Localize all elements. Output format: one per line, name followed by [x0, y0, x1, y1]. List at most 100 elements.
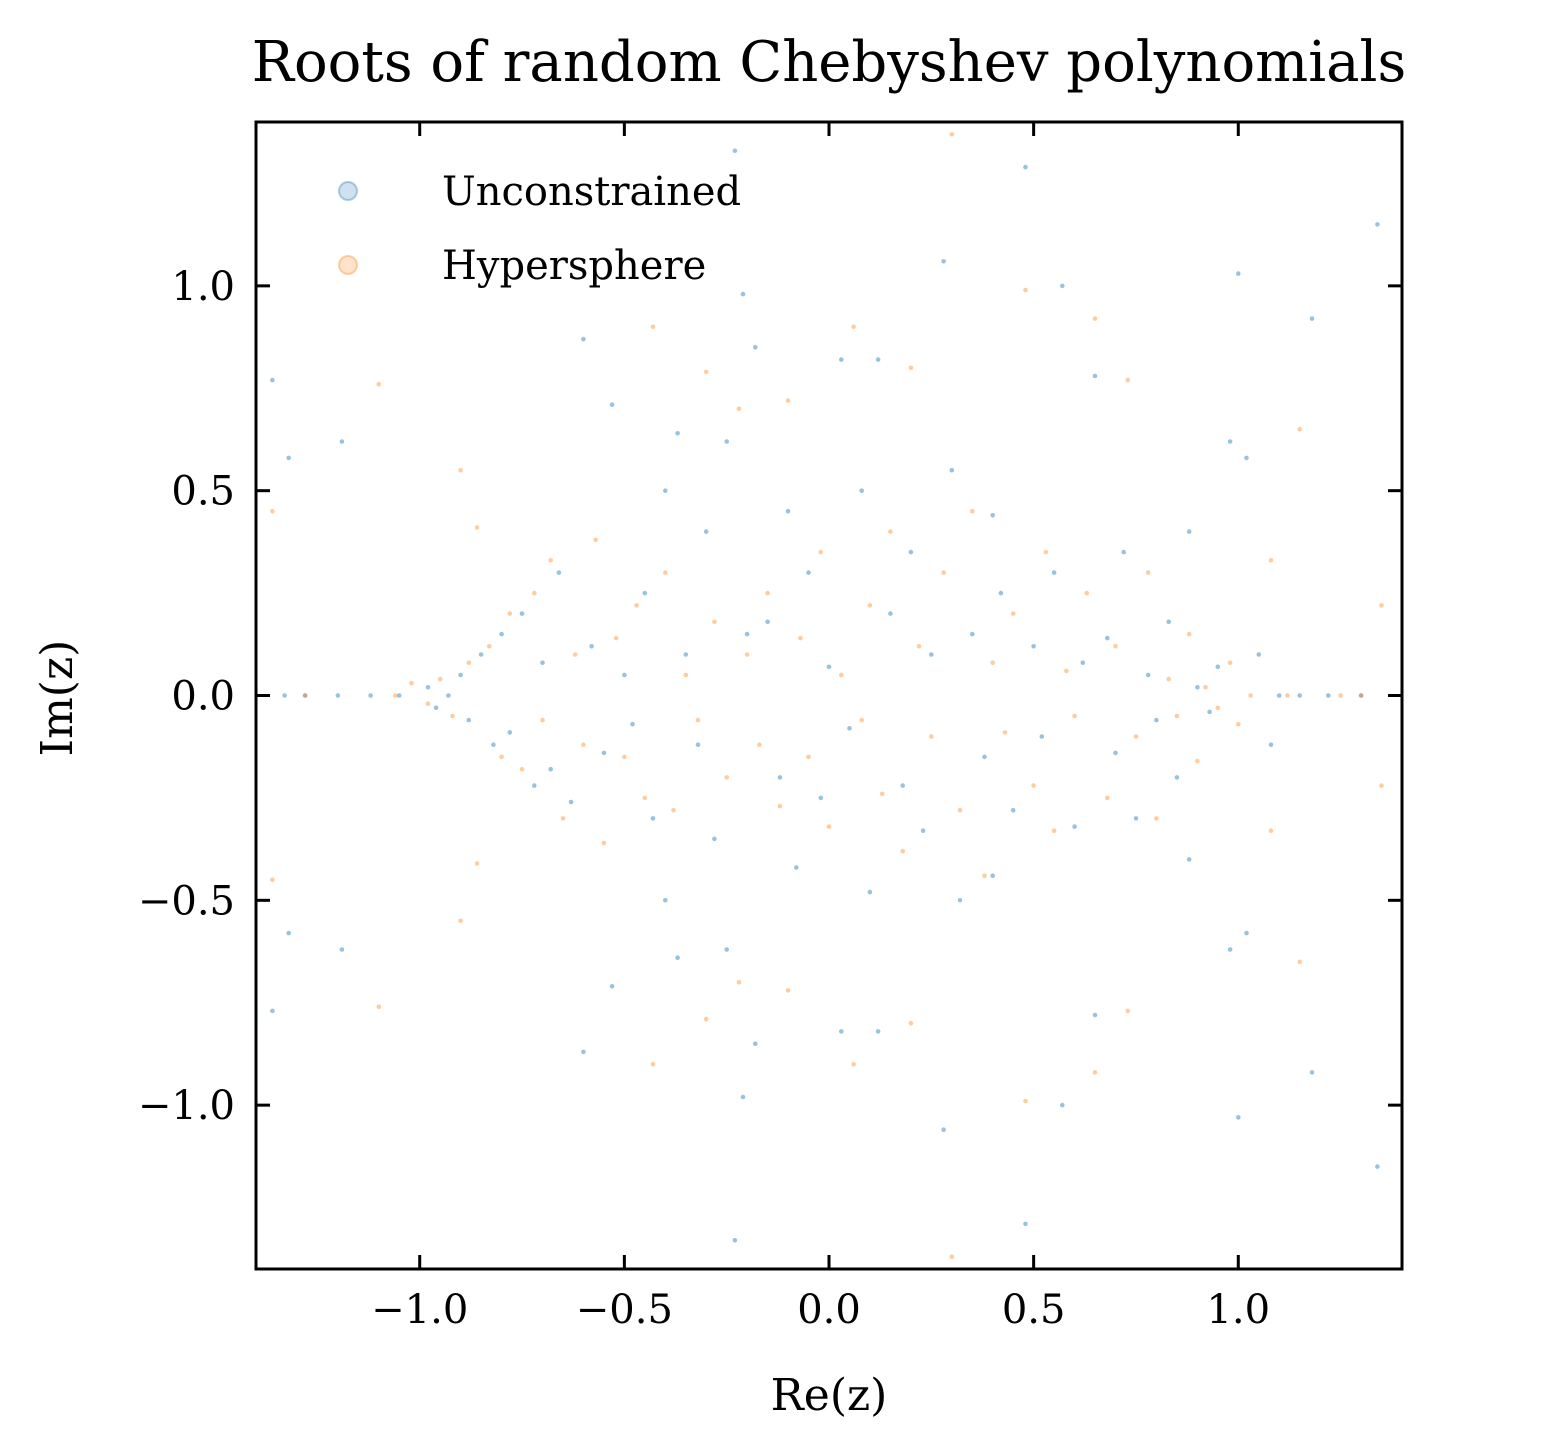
point-unconstrained-85 [1039, 734, 1045, 739]
point-unconstrained-89 [1072, 824, 1077, 829]
point-hypersphere-16 [499, 754, 504, 760]
point-unconstrained-48 [740, 291, 746, 297]
point-hypersphere-76 [1031, 783, 1036, 788]
chart-title: Roots of random Chebyshev polynomials [252, 30, 1406, 95]
plot-frame [254, 120, 1404, 1271]
y-tick-label-4: 1.0 [171, 264, 235, 310]
point-hypersphere-90 [1154, 816, 1159, 821]
point-hypersphere-47 [785, 398, 791, 403]
point-hypersphere-15 [487, 644, 492, 649]
point-unconstrained-61 [839, 1029, 844, 1034]
point-hypersphere-6 [409, 680, 414, 686]
point-unconstrained-63 [859, 488, 864, 494]
point-hypersphere-9 [450, 713, 455, 719]
point-unconstrained-49 [740, 1094, 746, 1100]
point-unconstrained-5 [270, 1008, 275, 1014]
point-hypersphere-39 [712, 619, 717, 625]
point-unconstrained-21 [532, 783, 537, 788]
point-hypersphere-7 [425, 701, 431, 706]
point-hypersphere-77 [1043, 549, 1049, 555]
axis-ticks: −1.0 −0.5 0.0 0.5 1.0 −1.0 −0.5 0.0 0.5 1.0 [138, 122, 1402, 1333]
point-unconstrained-34 [642, 590, 648, 596]
point-unconstrained-92 [1092, 1012, 1098, 1018]
point-unconstrained-9 [339, 947, 345, 952]
point-hypersphere-95 [1203, 685, 1208, 690]
x-tick-label-1: −0.5 [576, 1287, 673, 1333]
point-hypersphere-24 [581, 742, 586, 747]
point-unconstrained-22 [540, 660, 545, 665]
point-hypersphere-92 [1174, 713, 1180, 719]
point-hypersphere-71 [990, 660, 995, 665]
point-unconstrained-3 [368, 693, 373, 698]
point-unconstrained-72 [941, 259, 946, 264]
point-hypersphere-37 [703, 369, 709, 375]
legend-marker-unconstrained [338, 181, 358, 201]
point-unconstrained-46 [732, 148, 738, 153]
point-hypersphere-58 [879, 791, 885, 797]
point-hypersphere-62 [908, 1020, 914, 1026]
point-unconstrained-12 [433, 705, 439, 711]
point-hypersphere-41 [736, 406, 742, 412]
point-hypersphere-5 [392, 693, 398, 698]
point-hypersphere-101 [1268, 828, 1274, 833]
point-unconstrained-23 [548, 766, 553, 772]
point-unconstrained-109 [1236, 1115, 1241, 1120]
point-hypersphere-20 [540, 717, 545, 723]
point-unconstrained-64 [867, 889, 873, 895]
x-tick-label-0: −1.0 [371, 1287, 468, 1333]
point-hypersphere-69 [970, 508, 975, 514]
point-unconstrained-50 [744, 631, 750, 637]
point-hypersphere-52 [826, 824, 832, 829]
point-unconstrained-76 [970, 631, 975, 637]
point-unconstrained-25 [568, 799, 574, 805]
point-hypersphere-104 [1297, 959, 1302, 965]
point-unconstrained-90 [1080, 660, 1086, 665]
point-unconstrained-40 [683, 652, 689, 657]
point-hypersphere-31 [650, 324, 656, 330]
point-hypersphere-49 [798, 635, 803, 641]
point-unconstrained-15 [466, 717, 472, 723]
point-unconstrained-102 [1186, 857, 1192, 862]
point-unconstrained-42 [703, 529, 709, 534]
x-axis-label: Re(z) [771, 1370, 888, 1421]
point-hypersphere-30 [642, 795, 648, 801]
point-unconstrained-112 [1256, 652, 1262, 657]
point-hypersphere-85 [1113, 644, 1118, 649]
x-tick-label-4: 1.0 [1206, 1287, 1270, 1333]
point-hypersphere-11 [458, 918, 463, 924]
point-hypersphere-108 [1379, 783, 1384, 788]
point-hypersphere-93 [1186, 631, 1192, 637]
point-unconstrained-103 [1195, 685, 1200, 690]
y-axis-label: Im(z) [32, 640, 83, 757]
point-unconstrained-84 [1031, 644, 1036, 649]
point-unconstrained-116 [1309, 316, 1315, 321]
point-hypersphere-43 [744, 652, 750, 657]
point-hypersphere-36 [695, 717, 701, 723]
point-hypersphere-97 [1227, 660, 1233, 665]
point-hypersphere-48 [785, 988, 791, 993]
point-hypersphere-55 [851, 1061, 856, 1067]
point-hypersphere-105 [1338, 693, 1343, 698]
point-hypersphere-78 [1051, 828, 1057, 833]
point-unconstrained-75 [957, 898, 963, 903]
point-hypersphere-65 [941, 570, 946, 575]
point-unconstrained-33 [630, 721, 635, 727]
point-hypersphere-61 [908, 365, 914, 371]
point-hypersphere-51 [818, 549, 824, 555]
point-unconstrained-41 [695, 742, 701, 747]
point-hypersphere-64 [929, 734, 934, 739]
point-unconstrained-87 [1060, 283, 1065, 289]
point-unconstrained-78 [990, 513, 995, 518]
point-unconstrained-31 [609, 984, 615, 989]
point-unconstrained-68 [900, 783, 905, 788]
point-unconstrained-74 [949, 467, 955, 473]
point-unconstrained-58 [818, 795, 824, 801]
point-unconstrained-24 [556, 570, 562, 575]
point-unconstrained-59 [826, 664, 832, 670]
point-hypersphere-75 [1023, 1098, 1028, 1104]
point-unconstrained-38 [675, 431, 680, 436]
point-hypersphere-74 [1023, 287, 1028, 293]
point-unconstrained-20 [519, 611, 525, 616]
point-hypersphere-33 [663, 570, 668, 575]
